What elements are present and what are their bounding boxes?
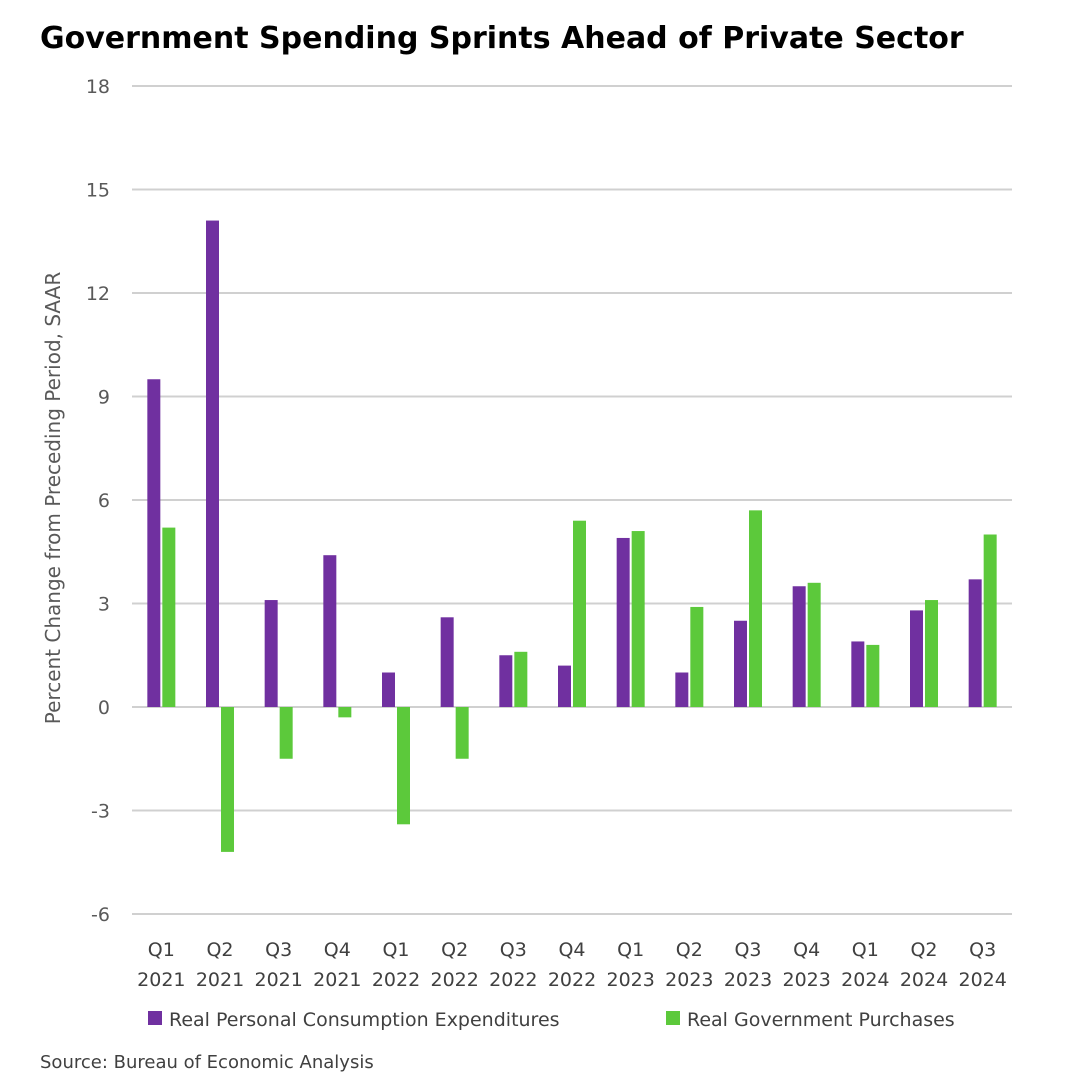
bar-government bbox=[455, 707, 469, 759]
bar-pce bbox=[910, 610, 923, 707]
bar-government bbox=[690, 606, 704, 707]
x-tick-quarter: Q3 bbox=[500, 939, 527, 961]
legend-swatch-pce bbox=[148, 1011, 162, 1025]
x-tick-label: Q4 2022 bbox=[548, 939, 596, 991]
y-tick-label: 6 bbox=[98, 490, 110, 512]
x-tick-year: 2021 bbox=[313, 969, 361, 991]
x-tick-quarter: Q2 bbox=[441, 939, 468, 961]
x-tick-label: Q1 2021 bbox=[137, 939, 185, 991]
y-tick-label: 18 bbox=[86, 76, 110, 98]
legend: Real Personal Consumption Expenditures R… bbox=[148, 1009, 955, 1031]
bar-pce bbox=[851, 641, 865, 707]
x-tick-year: 2022 bbox=[372, 969, 420, 991]
x-tick-quarter: Q2 bbox=[910, 939, 937, 961]
x-tick-year: 2022 bbox=[489, 969, 537, 991]
x-tick-quarter: Q3 bbox=[734, 939, 761, 961]
bar-government bbox=[807, 582, 821, 707]
bar-government bbox=[573, 520, 586, 707]
bars bbox=[147, 220, 997, 852]
bar-government bbox=[866, 644, 880, 707]
bar-pce bbox=[792, 586, 806, 707]
x-tick-label: Q2 2024 bbox=[900, 939, 948, 991]
x-tick-year: 2021 bbox=[254, 969, 302, 991]
x-tick-year: 2024 bbox=[841, 969, 889, 991]
x-tick-quarter: Q3 bbox=[969, 939, 996, 961]
bar-pce bbox=[206, 220, 219, 708]
source-note: Source: Bureau of Economic Analysis bbox=[40, 1052, 374, 1073]
x-tick-label: Q2 2023 bbox=[665, 939, 713, 991]
x-tick-quarter: Q2 bbox=[676, 939, 703, 961]
y-tick-label: -3 bbox=[91, 801, 110, 823]
bar-government bbox=[749, 510, 762, 707]
legend-swatch-government bbox=[666, 1011, 680, 1025]
bar-government bbox=[221, 707, 234, 852]
bar-government bbox=[631, 531, 645, 707]
x-tick-label: Q1 2023 bbox=[606, 939, 654, 991]
x-tick-label: Q3 2024 bbox=[958, 939, 1006, 991]
legend-label-pce: Real Personal Consumption Expenditures bbox=[169, 1009, 560, 1031]
x-tick-quarter: Q1 bbox=[617, 939, 644, 961]
x-tick-year: 2023 bbox=[724, 969, 772, 991]
x-tick-label: Q4 2023 bbox=[782, 939, 830, 991]
x-tick-label: Q1 2022 bbox=[372, 939, 420, 991]
x-tick-year: 2021 bbox=[196, 969, 244, 991]
bar-pce bbox=[382, 672, 395, 707]
bar-pce bbox=[323, 555, 337, 707]
x-tick-year: 2022 bbox=[430, 969, 478, 991]
x-tick-quarter: Q4 bbox=[793, 939, 820, 961]
x-tick-year: 2024 bbox=[958, 969, 1006, 991]
x-tick-year: 2024 bbox=[900, 969, 948, 991]
y-axis-ticks: 18 15 12 9 6 3 0 -3 -6 bbox=[86, 76, 110, 926]
x-tick-label: Q1 2024 bbox=[841, 939, 889, 991]
y-tick-label: 12 bbox=[86, 283, 110, 305]
x-tick-year: 2023 bbox=[782, 969, 830, 991]
bar-pce bbox=[499, 655, 513, 707]
bar-government bbox=[338, 707, 352, 718]
bar-government bbox=[925, 600, 938, 707]
x-tick-year: 2021 bbox=[137, 969, 185, 991]
y-axis-label: Percent Change from Preceding Period, SA… bbox=[41, 272, 65, 725]
bar-pce bbox=[440, 617, 454, 707]
y-tick-label: 0 bbox=[98, 697, 110, 719]
bar-pce bbox=[734, 620, 747, 707]
bar-pce bbox=[264, 600, 278, 707]
bar-government bbox=[983, 534, 997, 707]
x-tick-quarter: Q3 bbox=[265, 939, 292, 961]
bar-government bbox=[162, 527, 176, 707]
x-tick-quarter: Q2 bbox=[206, 939, 233, 961]
x-tick-quarter: Q4 bbox=[558, 939, 585, 961]
bar-pce bbox=[675, 672, 689, 707]
chart-title: Government Spending Sprints Ahead of Pri… bbox=[40, 21, 964, 56]
y-tick-label: 9 bbox=[98, 387, 110, 409]
bar-government bbox=[514, 651, 528, 707]
x-tick-quarter: Q1 bbox=[852, 939, 879, 961]
bar-government bbox=[279, 707, 293, 759]
bar-pce bbox=[968, 579, 982, 707]
x-tick-year: 2023 bbox=[665, 969, 713, 991]
x-tick-label: Q2 2022 bbox=[430, 939, 478, 991]
legend-label-government: Real Government Purchases bbox=[687, 1009, 955, 1031]
x-tick-label: Q4 2021 bbox=[313, 939, 361, 991]
bar-pce bbox=[147, 379, 161, 707]
x-tick-label: Q3 2023 bbox=[724, 939, 772, 991]
y-tick-label: 3 bbox=[98, 594, 110, 616]
x-tick-quarter: Q1 bbox=[382, 939, 409, 961]
x-tick-year: 2022 bbox=[548, 969, 596, 991]
x-tick-quarter: Q1 bbox=[148, 939, 175, 961]
x-tick-quarter: Q4 bbox=[324, 939, 351, 961]
y-tick-label: 15 bbox=[86, 180, 110, 202]
x-tick-label: Q3 2022 bbox=[489, 939, 537, 991]
bar-pce bbox=[558, 665, 571, 707]
x-tick-year: 2023 bbox=[606, 969, 654, 991]
y-tick-label: -6 bbox=[91, 904, 110, 926]
x-axis-ticks: Q1 2021 Q2 2021 Q3 2021 Q4 2021 Q1 2022 Q2 2022 Q3 20… bbox=[137, 939, 1007, 991]
gridlines bbox=[132, 85, 1012, 915]
bar-government bbox=[397, 707, 410, 825]
x-tick-label: Q3 2021 bbox=[254, 939, 302, 991]
x-tick-label: Q2 2021 bbox=[196, 939, 244, 991]
bar-pce bbox=[616, 537, 630, 707]
